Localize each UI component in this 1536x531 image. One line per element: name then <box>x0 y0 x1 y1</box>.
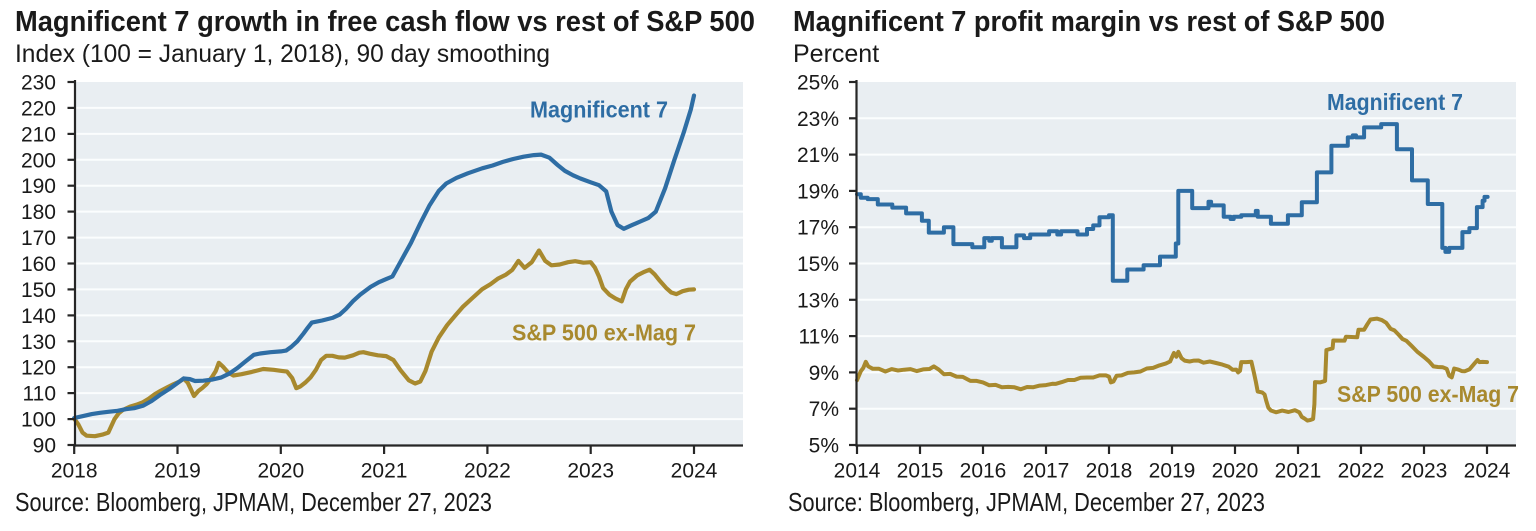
svg-text:2024: 2024 <box>1464 460 1511 483</box>
svg-text:2024: 2024 <box>671 460 718 483</box>
svg-text:220: 220 <box>21 97 56 120</box>
svg-text:2023: 2023 <box>1401 460 1448 483</box>
svg-text:S&P 500 ex-Mag 7: S&P 500 ex-Mag 7 <box>1337 381 1519 407</box>
svg-text:200: 200 <box>21 149 56 172</box>
svg-text:13%: 13% <box>797 289 839 312</box>
svg-text:2014: 2014 <box>834 460 881 483</box>
svg-text:120: 120 <box>21 357 56 380</box>
svg-text:140: 140 <box>21 305 56 328</box>
svg-text:130: 130 <box>21 331 56 354</box>
svg-text:180: 180 <box>21 201 56 224</box>
svg-text:2022: 2022 <box>464 460 511 483</box>
svg-text:19%: 19% <box>797 180 839 203</box>
svg-text:2017: 2017 <box>1023 460 1070 483</box>
svg-text:160: 160 <box>21 253 56 276</box>
svg-text:210: 210 <box>21 123 56 146</box>
svg-text:21%: 21% <box>797 144 839 167</box>
svg-text:7%: 7% <box>809 398 839 421</box>
svg-text:190: 190 <box>21 175 56 198</box>
svg-text:9%: 9% <box>809 362 839 385</box>
svg-text:Magnificent 7: Magnificent 7 <box>1327 89 1463 115</box>
svg-text:23%: 23% <box>797 108 839 131</box>
svg-text:150: 150 <box>21 279 56 302</box>
svg-text:17%: 17% <box>797 217 839 240</box>
svg-text:90: 90 <box>33 435 56 458</box>
svg-text:2019: 2019 <box>154 460 201 483</box>
svg-text:15%: 15% <box>797 253 839 276</box>
svg-text:110: 110 <box>23 383 56 406</box>
svg-text:Source: Bloomberg, JPMAM, Dece: Source: Bloomberg, JPMAM, December 27, 2… <box>788 487 1265 517</box>
svg-text:170: 170 <box>21 227 56 250</box>
svg-text:25%: 25% <box>797 72 839 95</box>
svg-text:2016: 2016 <box>960 460 1007 483</box>
svg-text:2023: 2023 <box>567 460 614 483</box>
svg-text:Source: Bloomberg, JPMAM, Dece: Source: Bloomberg, JPMAM, December 27, 2… <box>15 487 492 517</box>
svg-text:Percent: Percent <box>793 40 879 68</box>
svg-text:100: 100 <box>21 409 56 432</box>
svg-text:Magnificent 7 profit margin vs: Magnificent 7 profit margin vs rest of S… <box>793 6 1385 38</box>
svg-text:2015: 2015 <box>897 460 944 483</box>
svg-text:2022: 2022 <box>1338 460 1385 483</box>
svg-text:2018: 2018 <box>51 460 98 483</box>
svg-text:2021: 2021 <box>1275 460 1322 483</box>
svg-text:5%: 5% <box>809 435 839 458</box>
svg-text:2018: 2018 <box>1086 460 1133 483</box>
svg-text:11%: 11% <box>799 326 839 349</box>
svg-text:230: 230 <box>21 72 56 95</box>
svg-text:Index (100 = January 1, 2018),: Index (100 = January 1, 2018), 90 day sm… <box>15 40 550 68</box>
svg-text:2020: 2020 <box>257 460 304 483</box>
svg-text:2021: 2021 <box>361 460 408 483</box>
svg-text:Magnificent 7 growth in free c: Magnificent 7 growth in free cash flow v… <box>15 6 755 38</box>
svg-text:Magnificent 7: Magnificent 7 <box>530 97 668 123</box>
svg-text:2019: 2019 <box>1149 460 1196 483</box>
svg-text:S&P 500 ex-Mag 7: S&P 500 ex-Mag 7 <box>512 320 696 346</box>
svg-text:2020: 2020 <box>1212 460 1259 483</box>
